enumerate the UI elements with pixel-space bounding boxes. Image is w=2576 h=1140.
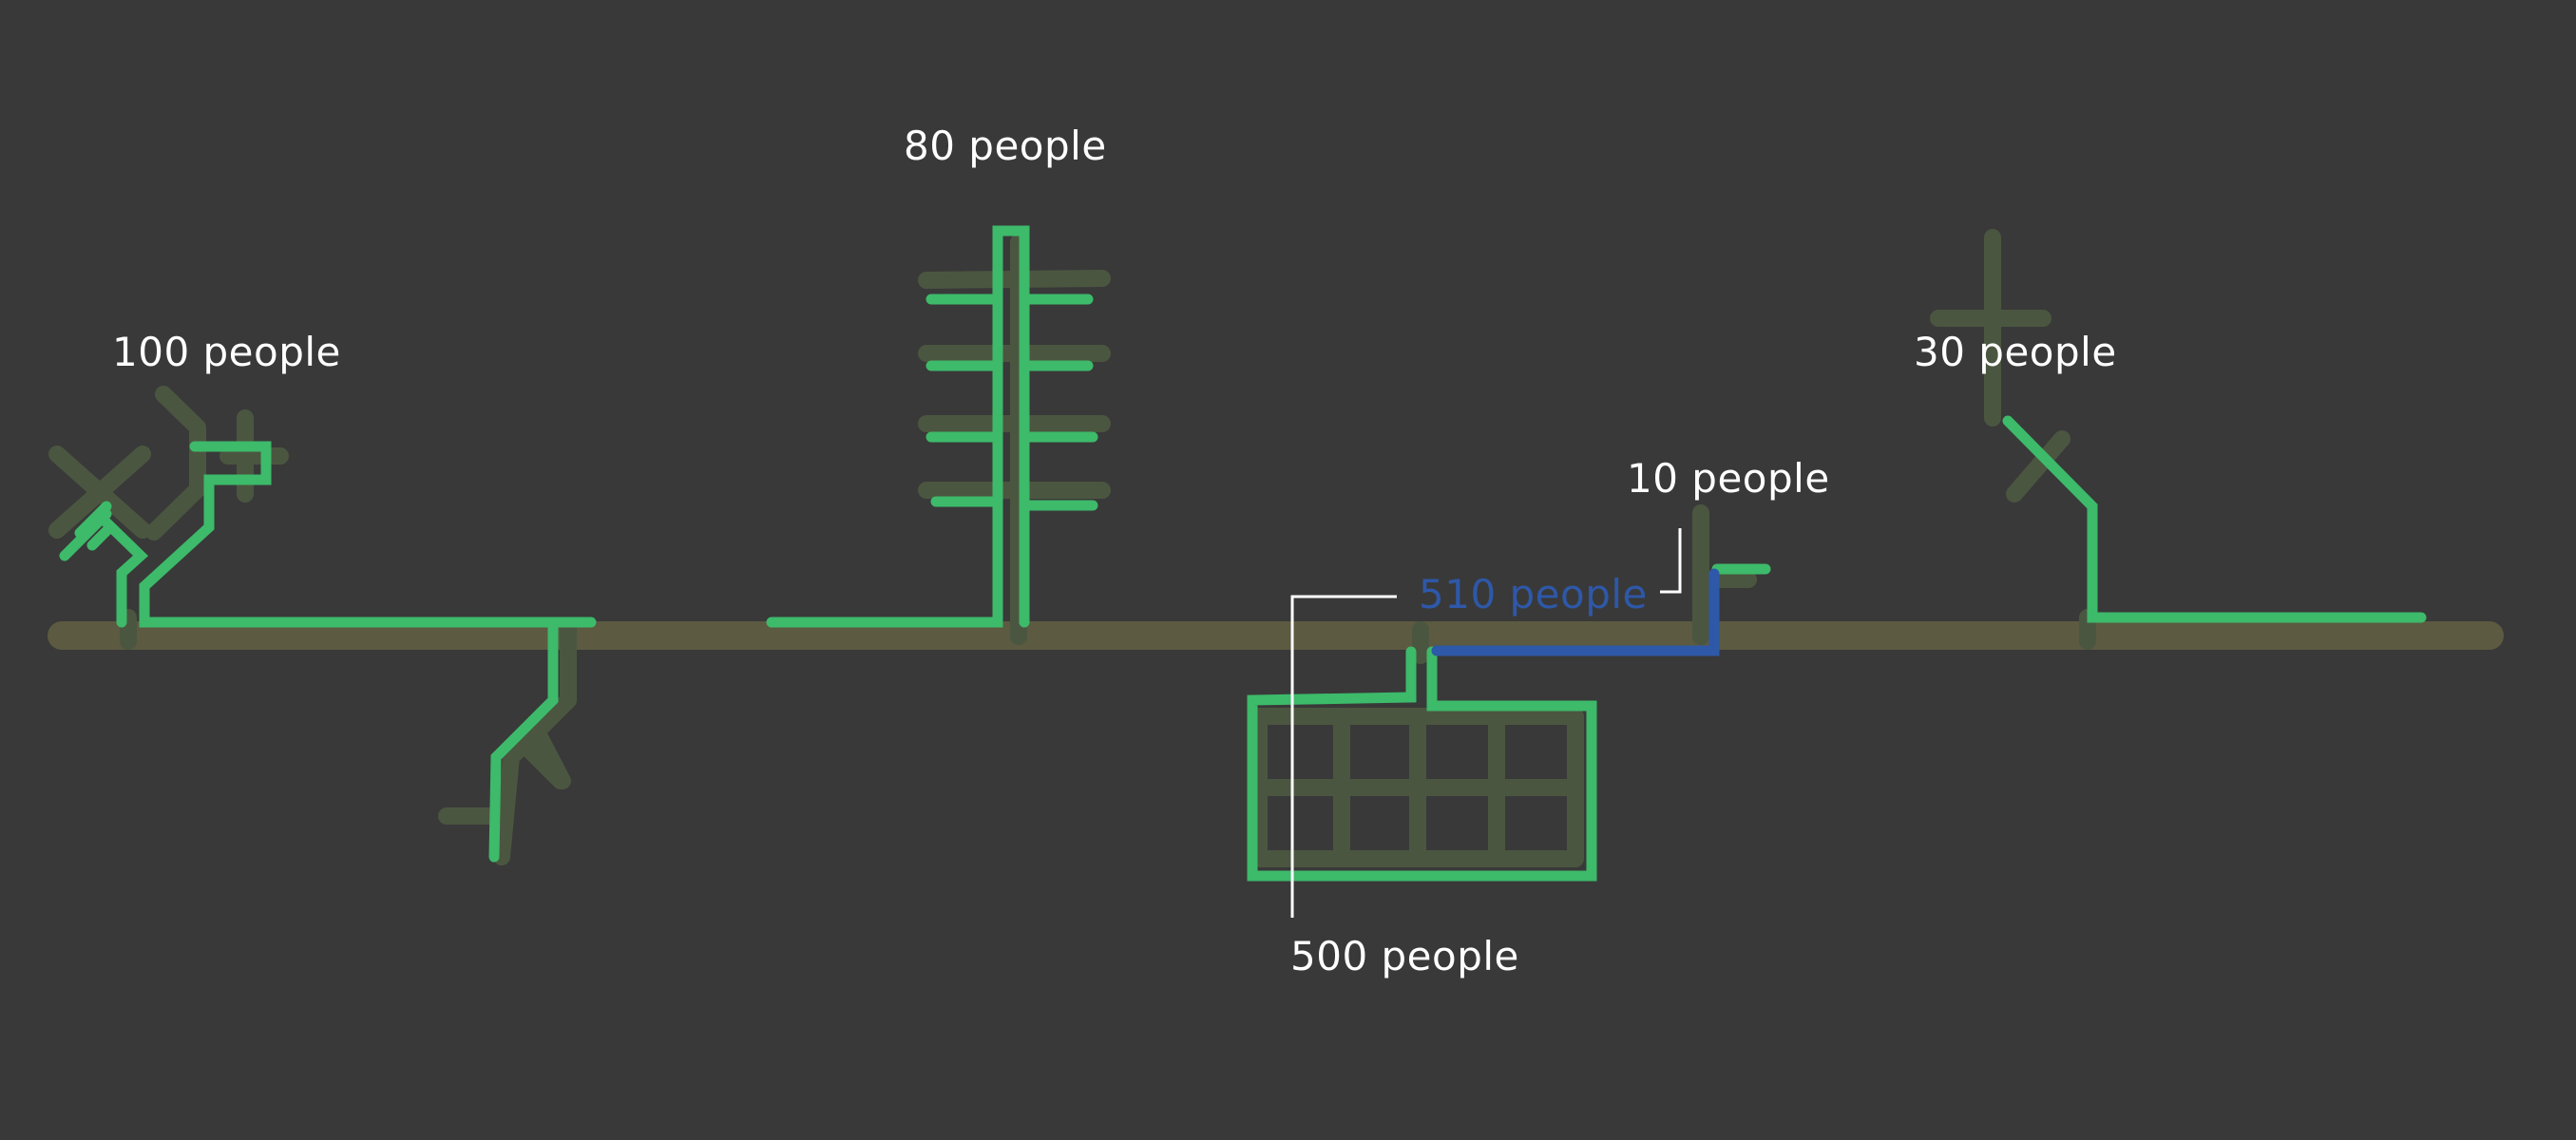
label-house-left: 100 people xyxy=(112,329,341,375)
leader-shed xyxy=(1660,528,1682,594)
ghost-house-right xyxy=(1930,229,2096,650)
pipe-tower xyxy=(766,225,1098,628)
label-house-right: 30 people xyxy=(1914,329,2117,375)
label-shed: 10 people xyxy=(1627,455,1830,502)
leader-lines xyxy=(1290,528,1682,918)
pipe-house-left xyxy=(59,441,597,863)
pipe-house-right xyxy=(2002,415,2427,623)
ghost-buildings xyxy=(48,229,2096,867)
label-school: 500 people xyxy=(1290,933,1519,979)
leader-school xyxy=(1290,595,1397,918)
ghost-shed xyxy=(1692,504,1757,645)
ghost-school xyxy=(1250,621,1584,867)
highlighted-route xyxy=(1431,568,1720,656)
ghost-tower xyxy=(918,234,1111,645)
ghost-house-left xyxy=(48,386,289,650)
label-tower: 80 people xyxy=(904,123,1107,169)
service-pipes xyxy=(59,225,2427,882)
ghost-house-below xyxy=(438,618,577,865)
labels: 100 people 80 people 30 people 10 people… xyxy=(112,123,2117,979)
pipe-school xyxy=(1247,646,1597,882)
label-total: 510 people xyxy=(1419,571,1648,618)
